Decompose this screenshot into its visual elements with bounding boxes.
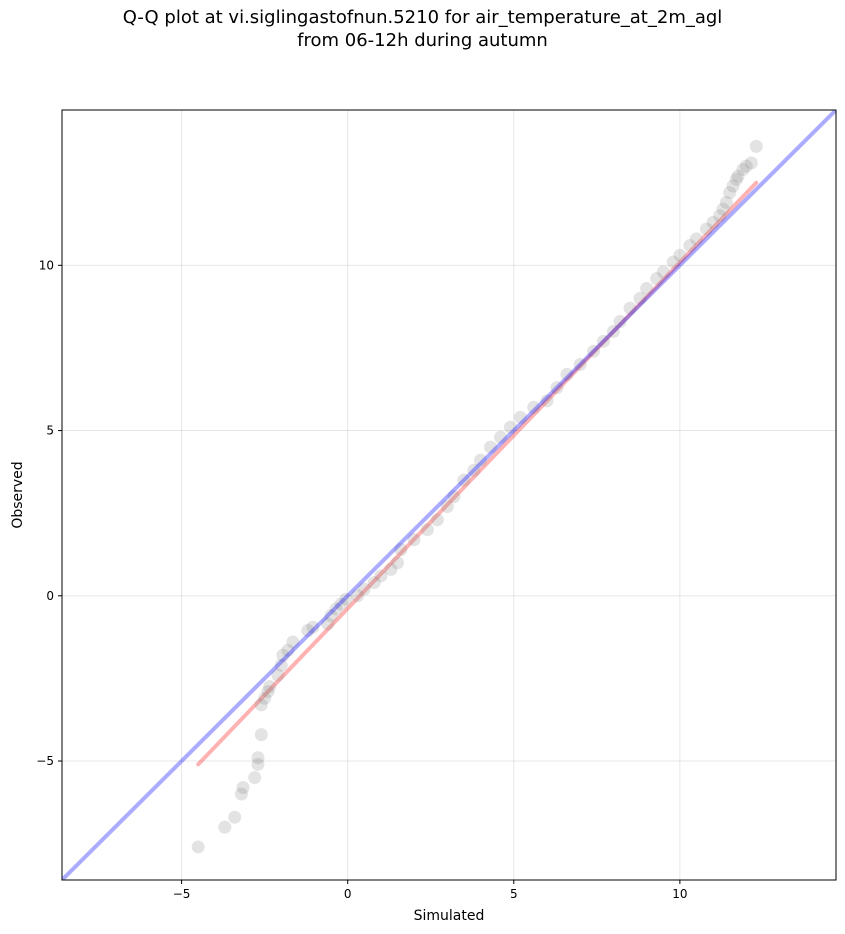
data-point — [744, 156, 758, 170]
data-point — [457, 473, 471, 487]
y-axis-label: Observed — [10, 461, 26, 528]
data-point — [251, 751, 265, 765]
data-point — [736, 162, 750, 176]
data-point — [261, 685, 275, 699]
y-tick-label: 10 — [39, 258, 54, 272]
data-point — [699, 222, 713, 236]
x-tick-label: 10 — [672, 887, 687, 901]
data-point — [484, 440, 498, 454]
data-point — [706, 215, 720, 229]
data-point — [254, 728, 268, 742]
data-point — [726, 179, 740, 193]
data-point — [391, 556, 405, 570]
data-point — [274, 658, 288, 672]
data-point — [420, 523, 434, 537]
data-point — [334, 597, 348, 611]
data-points — [62, 110, 836, 880]
data-point — [218, 820, 232, 834]
data-point — [723, 186, 737, 200]
data-point — [329, 602, 343, 616]
data-point — [339, 592, 353, 606]
data-point — [613, 315, 627, 329]
y-axis-ticks: −5 0 5 10 — [36, 258, 62, 768]
data-point — [357, 582, 371, 596]
data-point — [527, 400, 541, 414]
data-point — [719, 196, 733, 210]
data-point — [440, 500, 454, 514]
data-point — [301, 623, 315, 637]
data-point — [324, 609, 338, 623]
data-point — [713, 209, 727, 223]
data-point — [306, 620, 320, 634]
y-tick-label: −5 — [36, 754, 54, 768]
plot-frame — [61, 109, 837, 881]
data-point — [374, 569, 388, 583]
title-line-1: Q-Q plot at vi.siglingastofnun.5210 for … — [122, 7, 723, 28]
identity-line — [62, 110, 836, 880]
data-point — [234, 787, 248, 801]
data-point — [286, 635, 300, 649]
x-tick-label: −5 — [173, 887, 191, 901]
data-point — [596, 334, 610, 348]
data-point — [254, 698, 268, 712]
data-point — [394, 543, 408, 557]
x-tick-label: 0 — [344, 887, 352, 901]
data-point — [749, 139, 763, 153]
grid — [62, 110, 836, 880]
data-point — [407, 533, 421, 547]
data-point — [384, 562, 398, 576]
x-tick-label: 5 — [510, 887, 518, 901]
data-point — [739, 159, 753, 173]
data-point — [367, 576, 381, 590]
data-point — [191, 840, 205, 854]
y-tick-label: 5 — [46, 424, 54, 438]
data-point — [650, 272, 664, 286]
data-point — [513, 410, 527, 424]
data-point — [447, 490, 461, 504]
reference-lines — [196, 180, 759, 767]
data-point — [276, 648, 290, 662]
data-point — [281, 643, 295, 657]
fit-line — [196, 180, 759, 767]
data-point — [606, 324, 620, 338]
x-axis-label: Simulated — [414, 908, 485, 924]
data-point — [474, 453, 488, 467]
x-axis-ticks: −5 0 5 10 — [173, 880, 688, 901]
data-point — [258, 691, 272, 705]
data-point — [430, 513, 444, 527]
data-point — [623, 301, 637, 315]
data-point — [573, 357, 587, 371]
data-point — [236, 780, 250, 794]
data-point — [228, 810, 242, 824]
data-point — [251, 757, 265, 771]
data-point — [666, 255, 680, 269]
data-point — [351, 589, 365, 603]
title-line-2: from 06-12h during autumn — [297, 30, 548, 51]
data-point — [271, 668, 285, 682]
data-point — [587, 344, 601, 358]
data-point — [467, 463, 481, 477]
data-point — [689, 232, 703, 246]
y-tick-label: 0 — [46, 589, 54, 603]
data-point — [493, 430, 507, 444]
data-point — [716, 202, 730, 216]
data-point — [550, 381, 564, 395]
chart-title: Q-Q plot at vi.siglingastofnun.5210 for … — [0, 6, 845, 52]
data-point — [673, 248, 687, 262]
data-point — [560, 367, 574, 381]
data-point — [263, 680, 277, 694]
data-point — [540, 394, 554, 408]
data-point — [633, 291, 647, 305]
data-point — [729, 172, 743, 186]
data-point — [503, 420, 517, 434]
data-point — [683, 238, 697, 252]
data-point — [731, 169, 745, 183]
data-point — [656, 265, 670, 279]
data-point — [640, 281, 654, 295]
data-point — [321, 617, 335, 631]
data-point — [248, 771, 262, 785]
